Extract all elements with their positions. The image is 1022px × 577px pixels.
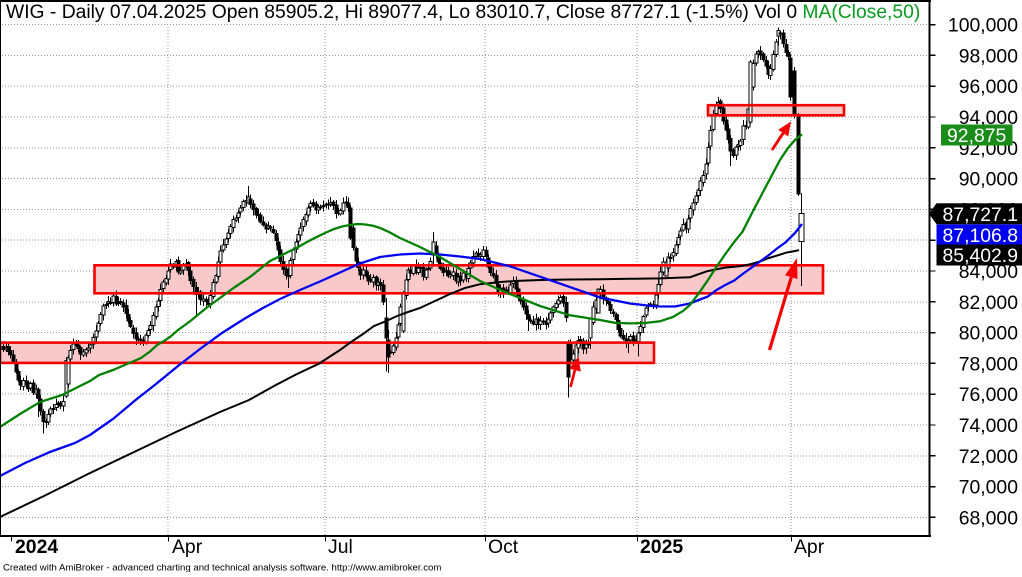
svg-text:87,106.8: 87,106.8: [943, 225, 1018, 247]
svg-text:92,875: 92,875: [947, 125, 1006, 147]
svg-text:96,000: 96,000: [959, 76, 1019, 98]
svg-text:74,000: 74,000: [959, 415, 1019, 437]
svg-text:98,000: 98,000: [959, 45, 1019, 67]
svg-text:76,000: 76,000: [959, 384, 1019, 406]
svg-text:90,000: 90,000: [959, 169, 1019, 191]
svg-text:Oct: Oct: [488, 536, 519, 558]
svg-text:78,000: 78,000: [959, 353, 1019, 375]
svg-text:WIG - Daily 07.04.2025 Open 85: WIG - Daily 07.04.2025 Open 85905.2, Hi …: [6, 2, 920, 23]
svg-text:70,000: 70,000: [959, 477, 1019, 499]
svg-text:2025: 2025: [640, 536, 683, 558]
svg-text:68,000: 68,000: [959, 507, 1019, 529]
svg-text:Apr: Apr: [794, 536, 825, 558]
svg-text:80,000: 80,000: [959, 323, 1019, 345]
svg-text:Jul: Jul: [328, 536, 353, 558]
svg-text:2024: 2024: [15, 536, 58, 558]
svg-text:72,000: 72,000: [959, 446, 1019, 468]
svg-text:Apr: Apr: [172, 536, 203, 558]
svg-text:85,402.9: 85,402.9: [943, 245, 1018, 267]
svg-text:100,000: 100,000: [948, 15, 1018, 37]
svg-text:82,000: 82,000: [959, 292, 1019, 314]
svg-text:87,727.1: 87,727.1: [943, 204, 1018, 226]
svg-text:Created with AmiBroker - advan: Created with AmiBroker - advanced charti…: [3, 563, 441, 573]
